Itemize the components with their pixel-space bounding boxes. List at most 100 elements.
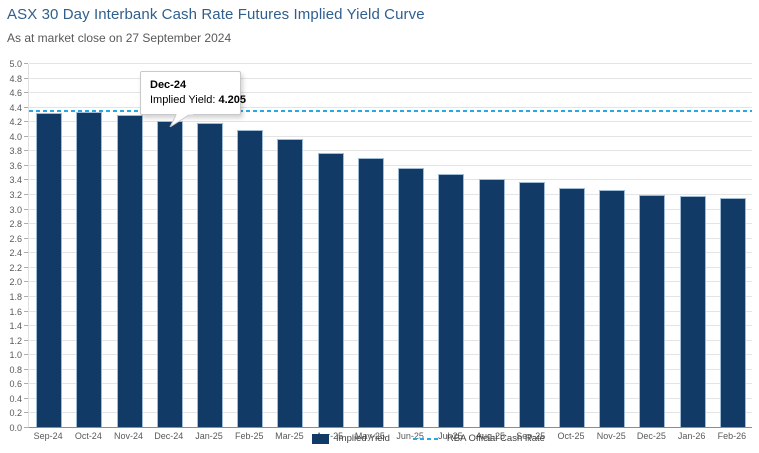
- y-axis-tick-label: 0.4: [9, 393, 22, 404]
- bar-feb-26[interactable]: [719, 197, 746, 427]
- y-axis-tick-label: 0.6: [9, 379, 22, 390]
- y-axis-tick-mark: [24, 368, 28, 370]
- y-axis-tick-mark: [24, 164, 28, 166]
- legend-swatch-rba-cash-rate[interactable]: [412, 437, 440, 440]
- y-axis-tick-label: 2.2: [9, 262, 22, 273]
- y-axis-tick-label: 0.2: [9, 408, 22, 419]
- bar-jan-26[interactable]: [679, 196, 706, 427]
- bar-jan-25[interactable]: [197, 123, 223, 427]
- x-axis-tick-label: Apr-25: [316, 431, 344, 441]
- y-axis-tick-label: 1.6: [9, 306, 22, 317]
- bar-dec-25[interactable]: [639, 194, 666, 427]
- y-axis-tick-label: 1.2: [9, 335, 22, 346]
- gridline: [29, 208, 752, 210]
- y-axis-tick-mark: [24, 325, 28, 327]
- gridline: [29, 237, 752, 239]
- legend-label-rba-cash-rate[interactable]: RBA Official Cash Rate: [446, 433, 545, 444]
- chart-title: ASX 30 Day Interbank Cash Rate Futures I…: [7, 6, 425, 23]
- bar-nov-25[interactable]: [599, 190, 626, 427]
- y-axis-tick-label: 2.8: [9, 219, 22, 230]
- y-axis-tick-label: 4.8: [9, 73, 22, 84]
- x-axis-tick-label: Jan-25: [195, 431, 223, 441]
- y-axis-tick-mark: [24, 252, 28, 254]
- y-axis-tick-mark: [24, 354, 28, 356]
- y-axis-tick-mark: [24, 412, 28, 414]
- bar-nov-24[interactable]: [116, 115, 143, 427]
- y-axis-tick-label: 3.2: [9, 190, 22, 201]
- gridline: [29, 412, 752, 414]
- legend-swatch-implied-yield[interactable]: [312, 433, 330, 444]
- y-axis-tick-mark: [24, 135, 28, 137]
- bar-oct-25[interactable]: [559, 188, 585, 427]
- y-axis-tick-mark: [24, 266, 28, 268]
- tooltip-value-line: Implied Yield: 4.205: [150, 94, 246, 106]
- x-axis-tick-label: Sep-24: [33, 431, 63, 441]
- x-axis-tick-label: Nov-25: [596, 431, 626, 441]
- tooltip-value: 4.205: [218, 94, 247, 106]
- y-axis-tick-mark: [24, 427, 28, 428]
- gridline: [29, 164, 752, 166]
- y-axis-tick-mark: [24, 121, 28, 123]
- x-axis-tick-label: Jun-25: [396, 431, 424, 441]
- gridline: [29, 325, 752, 327]
- gridline: [29, 354, 752, 356]
- gridline: [29, 194, 752, 196]
- bar-sep-25[interactable]: [518, 181, 545, 427]
- tooltip-series-label: Implied Yield:: [150, 94, 216, 106]
- y-axis-tick-label: 0.8: [9, 364, 22, 375]
- x-axis-tick-label: Jan-26: [677, 431, 706, 441]
- rba-cash-rate-line: [29, 110, 752, 113]
- gridline: [29, 135, 752, 137]
- gridline: [29, 179, 752, 181]
- bar-jul-25[interactable]: [438, 173, 465, 427]
- gridline: [29, 92, 752, 94]
- y-axis-tick-label: 3.8: [9, 146, 22, 157]
- gridline: [29, 368, 752, 370]
- gridline: [29, 121, 752, 123]
- gridline: [29, 223, 752, 225]
- y-axis-tick-mark: [24, 295, 28, 297]
- bar-apr-25[interactable]: [317, 152, 344, 427]
- chart-subtitle: As at market close on 27 September 2024: [7, 31, 232, 45]
- gridline: [29, 383, 752, 385]
- bar-feb-25[interactable]: [237, 129, 264, 427]
- y-axis-tick-mark: [24, 106, 28, 108]
- bar-dec-24[interactable]: [156, 120, 183, 427]
- bar-sep-24[interactable]: [36, 112, 63, 427]
- x-axis-tick-label: Oct-24: [74, 431, 102, 441]
- gridline: [29, 310, 752, 312]
- gridline: [29, 106, 752, 108]
- x-axis-tick-label: Oct-25: [557, 431, 585, 441]
- y-axis-tick-label: 2.0: [9, 277, 22, 288]
- x-axis-tick-label: Dec-24: [154, 431, 184, 441]
- legend-label-implied-yield[interactable]: Implied Yield: [336, 433, 390, 444]
- gridline: [29, 77, 752, 79]
- y-axis-tick-label: 1.0: [9, 350, 22, 361]
- gridline: [29, 266, 752, 268]
- bar-aug-25[interactable]: [478, 179, 505, 427]
- y-axis-tick-label: 1.8: [9, 291, 22, 302]
- y-axis-tick-mark: [24, 208, 28, 210]
- gridline: [29, 150, 752, 152]
- legend: Implied Yield RBA Official Cash Rate: [0, 433, 759, 444]
- y-axis-tick-label: 0.0: [9, 423, 22, 433]
- x-axis-tick-label: May-25: [354, 431, 385, 441]
- x-axis-tick-label: Mar-25: [275, 431, 304, 441]
- gridline: [29, 63, 752, 64]
- x-axis-tick-label: Dec-25: [636, 431, 666, 441]
- y-axis-tick-mark: [24, 194, 28, 196]
- y-axis-tick-mark: [24, 223, 28, 225]
- x-axis-tick-label: Aug-25: [476, 431, 506, 441]
- bar-jun-25[interactable]: [398, 167, 425, 427]
- bar-mar-25[interactable]: [277, 138, 304, 427]
- y-axis-tick-label: 4.4: [9, 102, 22, 113]
- bar-may-25[interactable]: [357, 158, 384, 427]
- y-axis-tick-label: 4.0: [9, 131, 22, 142]
- bar-oct-24[interactable]: [76, 111, 103, 427]
- y-axis-tick-mark: [24, 92, 28, 94]
- y-axis-tick-label: 4.2: [9, 117, 22, 128]
- y-axis-tick-mark: [24, 77, 28, 79]
- tooltip-caret: [169, 113, 193, 127]
- y-axis-tick-label: 2.4: [9, 248, 22, 259]
